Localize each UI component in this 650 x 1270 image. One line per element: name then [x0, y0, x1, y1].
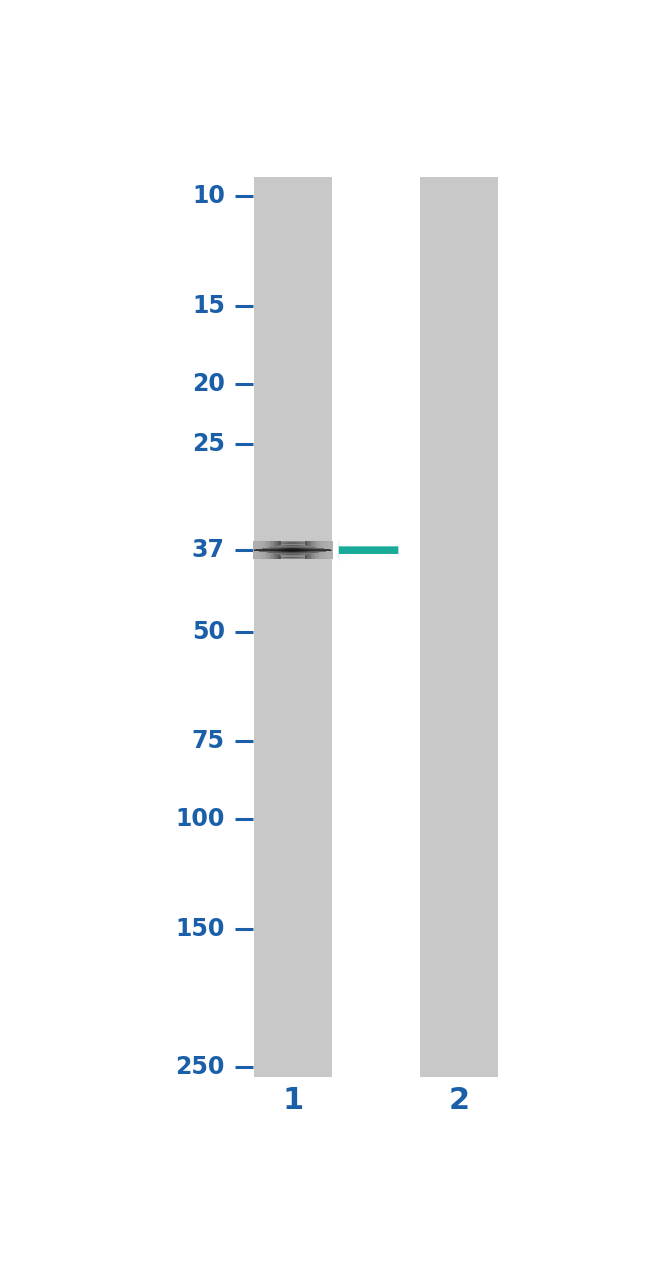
Bar — [322, 541, 324, 559]
Bar — [281, 541, 283, 559]
Bar — [296, 541, 298, 559]
Bar — [265, 541, 266, 559]
Bar — [326, 541, 328, 559]
Bar — [272, 541, 275, 559]
Bar — [328, 541, 330, 559]
Bar — [263, 541, 265, 559]
Bar — [320, 541, 322, 559]
Bar — [303, 541, 305, 559]
Bar — [289, 541, 291, 559]
Text: 75: 75 — [192, 729, 225, 753]
Bar — [268, 541, 270, 559]
Bar — [261, 541, 263, 559]
Text: 50: 50 — [192, 620, 225, 644]
Text: 25: 25 — [192, 432, 225, 456]
Bar — [298, 541, 300, 559]
Bar — [262, 541, 264, 559]
Bar — [253, 541, 255, 559]
Bar — [300, 541, 302, 559]
Bar — [317, 541, 318, 559]
Bar — [319, 541, 321, 559]
Bar — [274, 541, 276, 559]
Bar — [294, 541, 296, 559]
Bar — [309, 541, 312, 559]
Bar — [420, 177, 498, 1077]
Bar — [330, 541, 332, 559]
Text: 37: 37 — [192, 538, 225, 563]
Bar — [271, 541, 274, 559]
Bar — [286, 541, 288, 559]
Bar — [266, 541, 268, 559]
Text: 150: 150 — [176, 917, 225, 941]
Bar — [307, 541, 309, 559]
Bar — [285, 541, 287, 559]
Text: 1: 1 — [282, 1086, 304, 1115]
Bar — [318, 541, 320, 559]
Bar — [254, 177, 332, 1077]
Bar — [278, 541, 280, 559]
Bar — [323, 541, 325, 559]
Bar — [308, 541, 311, 559]
Bar — [275, 541, 278, 559]
Bar — [311, 541, 313, 559]
Bar — [292, 541, 294, 559]
Bar — [258, 541, 260, 559]
Bar — [331, 541, 333, 559]
Bar — [270, 541, 272, 559]
Bar — [312, 541, 315, 559]
Bar — [287, 541, 289, 559]
Bar — [327, 541, 329, 559]
Bar — [304, 541, 306, 559]
Bar — [315, 541, 317, 559]
Text: 15: 15 — [192, 295, 225, 318]
Bar — [255, 541, 257, 559]
Bar — [276, 541, 279, 559]
Bar — [259, 541, 261, 559]
Bar — [282, 541, 284, 559]
Bar — [299, 541, 301, 559]
Bar — [295, 541, 297, 559]
Bar — [306, 541, 307, 559]
Text: 250: 250 — [176, 1055, 225, 1078]
Bar — [267, 541, 269, 559]
Bar — [257, 541, 259, 559]
Bar — [280, 541, 281, 559]
Text: 2: 2 — [448, 1086, 469, 1115]
Text: 10: 10 — [192, 184, 225, 208]
Bar — [302, 541, 304, 559]
Bar — [313, 541, 316, 559]
Text: 20: 20 — [192, 372, 225, 396]
Bar — [283, 541, 285, 559]
Text: 100: 100 — [176, 806, 225, 831]
Bar — [324, 541, 326, 559]
Bar — [290, 541, 292, 559]
Bar — [291, 541, 293, 559]
Bar — [254, 541, 256, 559]
